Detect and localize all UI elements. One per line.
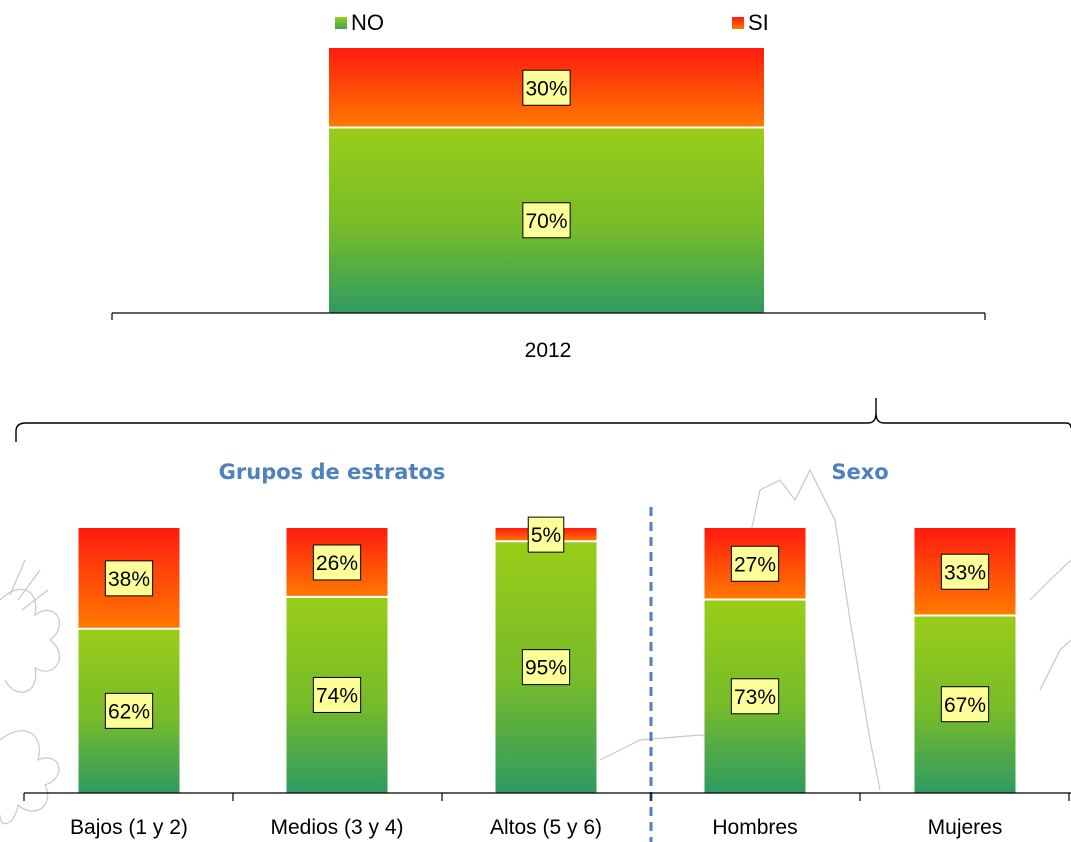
data-label-bajos-1-y-2-no: 62% — [104, 692, 154, 729]
data-label-bajos-1-y-2-no-box — [104, 692, 154, 729]
group-title-estratos: Grupos de estratos — [219, 460, 446, 484]
legend-label-no: NO — [351, 10, 384, 35]
data-label-2012-no-text: 70% — [525, 210, 567, 233]
bottom-chart: 62% 38% Bajos (1 y 2) 74% 26% Medios (3 y 4) 9… — [23, 516, 1071, 839]
data-label-mujeres-no: 67% — [940, 686, 990, 723]
data-label-medios-3-y-4-si-text: 26% — [316, 552, 358, 575]
data-label-hombres-no: 73% — [730, 678, 780, 715]
legend-label-si: SI — [748, 10, 769, 35]
data-label-altos-5-y-6-no-box — [521, 649, 571, 686]
data-label-altos-5-y-6-no-text: 95% — [525, 657, 567, 680]
data-label-hombres-si-text: 27% — [734, 553, 776, 576]
data-label-mujeres-si: 33% — [940, 553, 990, 590]
data-label-mujeres-no-text: 67% — [944, 694, 986, 717]
data-label-2012-si-text: 30% — [525, 77, 567, 100]
data-label-hombres-si-box — [730, 545, 780, 582]
background-watermark — [0, 468, 1071, 825]
x-tick-label-bajos-1-y-2: Bajos (1 y 2) — [70, 816, 188, 839]
data-label-medios-3-y-4-si-box — [312, 544, 362, 581]
data-label-bajos-1-y-2-si-box — [104, 560, 154, 597]
top-chart: 70% 30% 2012 — [111, 48, 986, 362]
data-label-2012-no: 70% — [522, 202, 571, 239]
data-label-medios-3-y-4-no: 74% — [312, 676, 362, 713]
data-label-altos-5-y-6-si-box — [527, 516, 565, 553]
grouping-bracket — [15, 398, 1071, 442]
top-x-tick-label-2012: 2012 — [525, 339, 572, 362]
data-label-mujeres-no-box — [940, 686, 990, 723]
data-label-2012-si-box — [522, 69, 571, 106]
data-label-medios-3-y-4-no-text: 74% — [316, 685, 358, 708]
x-tick-label-altos-5-y-6: Altos (5 y 6) — [490, 816, 602, 839]
group-title-sexo: Sexo — [831, 460, 888, 484]
legend-swatch-si — [732, 17, 744, 29]
data-label-medios-3-y-4-si: 26% — [312, 544, 362, 581]
legend: NO SI — [335, 10, 769, 35]
data-label-altos-5-y-6-si: 5% — [527, 516, 565, 553]
data-label-2012-si: 30% — [522, 69, 571, 106]
data-label-altos-5-y-6-no: 95% — [521, 649, 571, 686]
x-tick-label-medios-3-y-4: Medios (3 y 4) — [270, 816, 403, 839]
data-label-2012-no-box — [522, 202, 571, 239]
x-tick-label-hombres: Hombres — [712, 816, 797, 839]
data-label-altos-5-y-6-si-text: 5% — [531, 524, 561, 547]
x-tick-label-mujeres: Mujeres — [928, 816, 1003, 839]
data-label-mujeres-si-text: 33% — [944, 561, 986, 584]
data-label-mujeres-si-box — [940, 553, 990, 590]
data-label-bajos-1-y-2-si-text: 38% — [108, 568, 150, 591]
data-label-hombres-no-box — [730, 678, 780, 715]
legend-swatch-no — [335, 17, 347, 29]
data-label-bajos-1-y-2-si: 38% — [104, 560, 154, 597]
data-label-hombres-no-text: 73% — [734, 686, 776, 709]
data-label-bajos-1-y-2-no-text: 62% — [108, 700, 150, 723]
data-label-medios-3-y-4-no-box — [312, 676, 362, 713]
data-label-hombres-si: 27% — [730, 545, 780, 582]
